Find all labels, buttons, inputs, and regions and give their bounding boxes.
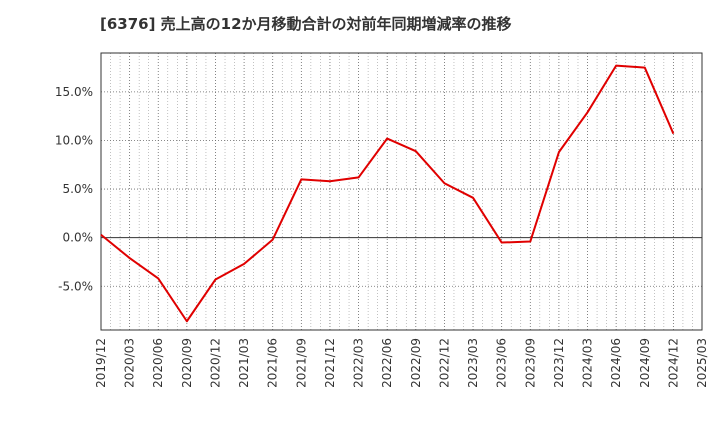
x-tick-label: 2023/12 [552,338,566,388]
x-tick-label: 2023/09 [523,338,537,388]
x-tick-label: 2021/06 [266,338,280,388]
x-tick-label: 2025/03 [695,338,709,388]
y-tick-label: 10.0% [55,133,93,147]
axes [100,52,703,331]
x-tick-label: 2023/06 [495,338,509,388]
x-tick-label: 2021/09 [294,338,308,388]
grid [100,53,703,330]
series-line [100,64,675,323]
x-tick-label: 2024/03 [581,338,595,388]
series-layer [100,64,675,323]
x-tick-label: 2024/12 [666,338,680,388]
x-tick-label: 2020/06 [151,338,165,388]
x-tick-label: 2022/03 [352,338,366,388]
x-tick-label: 2022/12 [437,338,451,388]
y-tick-label: -5.0% [58,279,93,293]
x-tick-label: 2024/09 [638,338,652,388]
x-tick-label: 2023/03 [466,338,480,388]
plot-frame [100,52,703,331]
x-tick-label: 2022/06 [380,338,394,388]
x-tick-label: 2020/12 [208,338,222,388]
x-tick-label: 2020/03 [123,338,137,388]
tick-labels: 15.0% 10.0% 5.0% 0.0% -5.0% 2019/12 2020/03 202… [55,85,709,388]
x-tick-label: 2019/12 [94,338,108,388]
x-tick-label: 2022/09 [409,338,423,388]
y-tick-label: 0.0% [63,231,94,245]
x-tick-label: 2021/03 [237,338,251,388]
x-tick-label: 2024/06 [609,338,623,388]
chart-title: [6376] 売上高の12か月移動合計の対前年同期増減率の推移 [100,15,512,33]
y-tick-label: 5.0% [63,182,94,196]
y-tick-label: 15.0% [55,85,93,99]
x-tick-label: 2020/09 [180,338,194,388]
x-tick-label: 2021/12 [323,338,337,388]
